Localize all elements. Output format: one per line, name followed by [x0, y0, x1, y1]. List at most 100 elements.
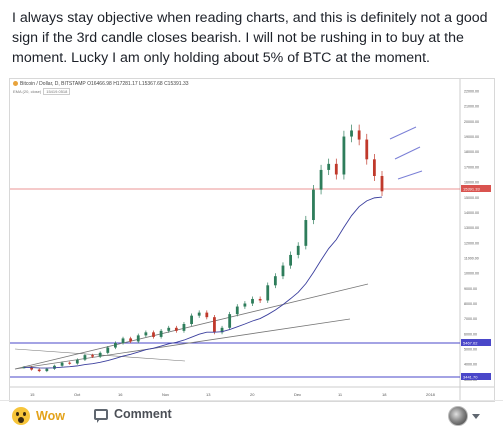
candle-body [159, 330, 163, 337]
candle-body [273, 276, 277, 286]
chart-header: Bitcoin / Dollar, D, BITSTAMP O16466.98 … [13, 81, 189, 87]
time-tick-label: Oct [74, 392, 81, 397]
comment-icon [94, 408, 108, 423]
candle-body [213, 317, 216, 333]
price-tick-label: 6000.00 [464, 332, 477, 336]
candle-body [53, 365, 56, 369]
comment-button[interactable]: Comment [94, 407, 172, 423]
price-tick-label: 12000.00 [464, 241, 479, 245]
price-tick-label: 22000.00 [464, 90, 479, 94]
indicator-value: 15419.0518 [43, 88, 71, 95]
candle-body [37, 369, 41, 372]
trendline-lower [14, 318, 351, 370]
chart-ohlc: O16466.98 H17281.17 L15367.68 C15391.33 [87, 81, 189, 87]
candle-body [174, 327, 178, 331]
candle-body [60, 362, 64, 366]
comment-label: Comment [114, 407, 172, 421]
price-tick-label: 9000.00 [464, 287, 477, 291]
candle-body [228, 314, 232, 328]
candle-body [45, 368, 49, 372]
candle-body [350, 130, 353, 137]
candle-body [98, 352, 102, 357]
chart-symbol: Bitcoin / Dollar, D, BITSTAMP [20, 81, 86, 87]
candle-body [22, 367, 26, 369]
price-tick-label: 15000.00 [464, 196, 479, 200]
candle-body [266, 285, 270, 301]
candle-body [357, 130, 361, 140]
price-tick-label: 18000.00 [464, 150, 479, 154]
time-tick-label: 2018 [426, 392, 436, 397]
candle-body [136, 335, 140, 342]
wow-label: Wow [36, 409, 65, 423]
price-tick-label: 17000.00 [464, 165, 479, 169]
wow-reaction-button[interactable]: Wow [12, 407, 65, 425]
price-chart: 22000.00 21000.00 20000.00 19000.00 18000.00… [10, 79, 494, 401]
time-tick-label: 20 [250, 392, 255, 397]
candle-body [243, 303, 247, 307]
candle-body [258, 298, 262, 301]
candle-body [121, 338, 125, 343]
support-tag-upper [461, 339, 491, 346]
indicator-name: EMA (20, close) [13, 89, 42, 94]
candle-body [68, 362, 72, 364]
trendline-upper [14, 283, 369, 370]
candle-body [235, 306, 239, 315]
annotation-arrow [394, 146, 421, 160]
candle-body [251, 298, 254, 304]
annotation-arrow [389, 126, 417, 140]
time-tick-label: Dec [294, 392, 301, 397]
price-tick-label: 11000.00 [464, 256, 479, 260]
candle-body [220, 327, 224, 333]
candle-body [312, 189, 315, 221]
time-tick-label: 13 [206, 392, 211, 397]
time-tick-label: Nov [162, 392, 169, 397]
bitcoin-icon [13, 81, 18, 87]
candle-body [372, 159, 376, 177]
price-tick-label: 5000.00 [464, 348, 477, 352]
candle-body [365, 139, 369, 160]
candle-body [114, 342, 117, 348]
price-tick-label: 8000.00 [464, 302, 477, 306]
candle-body [75, 359, 79, 364]
candle-body [342, 136, 346, 175]
candle-body [205, 312, 209, 318]
time-tick-label: 11 [338, 392, 343, 397]
candle-body [182, 324, 186, 331]
chart-indicator: EMA (20, close) 15419.0518 [13, 88, 71, 95]
current-price-tag [461, 185, 491, 192]
candle-body [129, 338, 133, 342]
price-tick-label: 14000.00 [464, 211, 479, 215]
support-tag-lower [461, 373, 491, 380]
candle-body [319, 169, 323, 190]
avatar [448, 406, 468, 426]
annotation-arrow [397, 170, 423, 180]
candle-body [380, 176, 384, 192]
candle-body [190, 315, 193, 325]
candle-body [106, 347, 110, 353]
post-actions: Wow Comment [0, 400, 503, 431]
price-tick-label: 19000.00 [464, 135, 479, 139]
post-text: I always stay objective when reading cha… [12, 10, 488, 66]
candle-body [167, 327, 171, 331]
post-as-selector[interactable] [448, 406, 480, 426]
chevron-down-icon [472, 413, 480, 419]
current-price-value: 15391.33 [463, 187, 480, 192]
candle-body [304, 220, 308, 246]
time-tick-label: 18 [382, 392, 387, 397]
candle-body [289, 254, 292, 266]
time-tick-label: 15 [30, 392, 35, 397]
candle-body [152, 332, 155, 337]
price-tick-label: 7000.00 [464, 317, 477, 321]
candle-body [334, 163, 338, 175]
chart-image[interactable]: 22000.00 21000.00 20000.00 19000.00 18000.00… [9, 78, 495, 402]
price-tick-label: 16000.00 [464, 181, 479, 185]
price-tick-label: 20000.00 [464, 120, 479, 124]
candle-body [83, 355, 87, 360]
price-tick-label: 4000.00 [464, 363, 477, 367]
ema-line [23, 196, 383, 369]
candle-body [296, 245, 300, 255]
price-tick-label: 21000.00 [464, 105, 479, 109]
price-tick-label: 10000.00 [464, 272, 479, 276]
candle-body [91, 355, 94, 357]
candle-body [197, 312, 201, 316]
